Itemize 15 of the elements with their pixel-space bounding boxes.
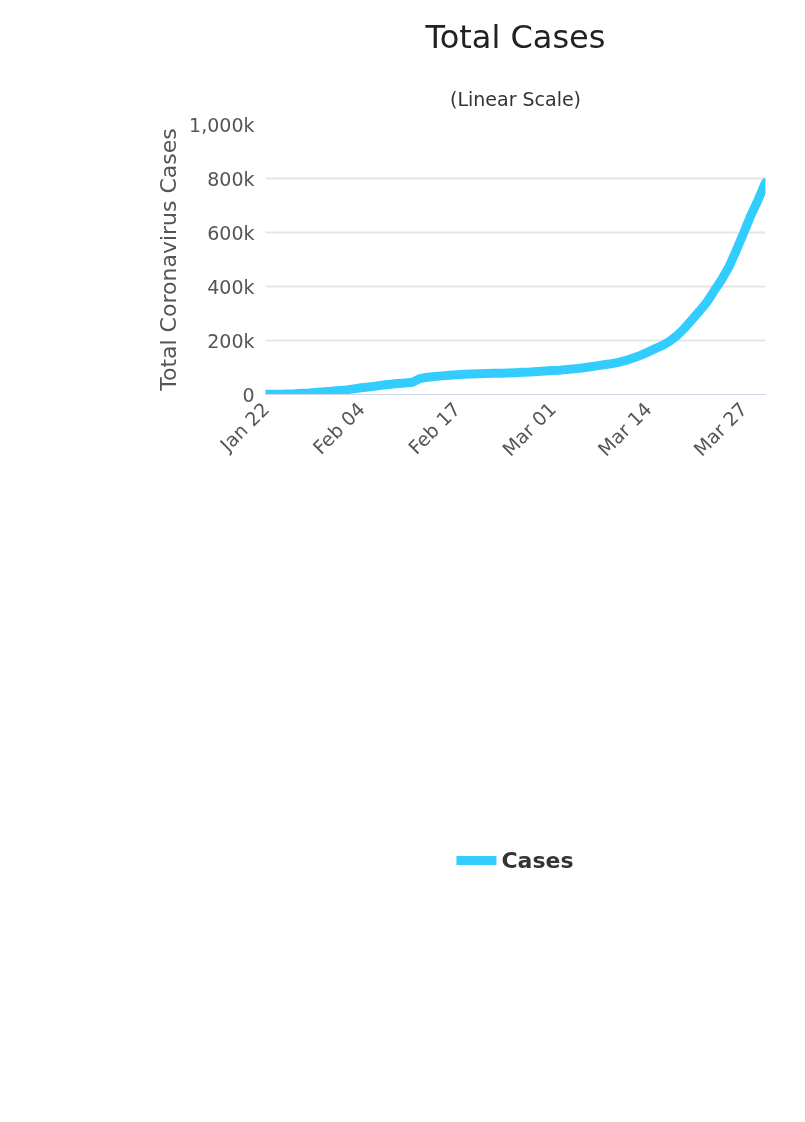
- y-tick-label: 600k: [207, 221, 255, 244]
- x-tick-label: Mar 14: [593, 397, 656, 460]
- y-tick-label: 0: [242, 383, 255, 406]
- y-tick-label: 200k: [207, 329, 255, 352]
- x-tick-label: Feb 17: [403, 397, 465, 459]
- x-tick-label: Mar 27: [688, 397, 752, 460]
- y-tick-label: 1,000k: [189, 113, 255, 136]
- chart-subtitle: (Linear Scale): [449, 87, 582, 110]
- x-tick-label: Feb 04: [308, 397, 369, 459]
- x-tick-label: Mar 01: [497, 397, 561, 460]
- legend-label: Cases: [501, 847, 574, 873]
- chart-title: Total Cases: [424, 17, 606, 56]
- y-tick-label: 400k: [207, 275, 255, 298]
- y-tick-label: 800k: [207, 167, 255, 190]
- y-axis-title: Total Coronavirus Cases: [156, 128, 182, 392]
